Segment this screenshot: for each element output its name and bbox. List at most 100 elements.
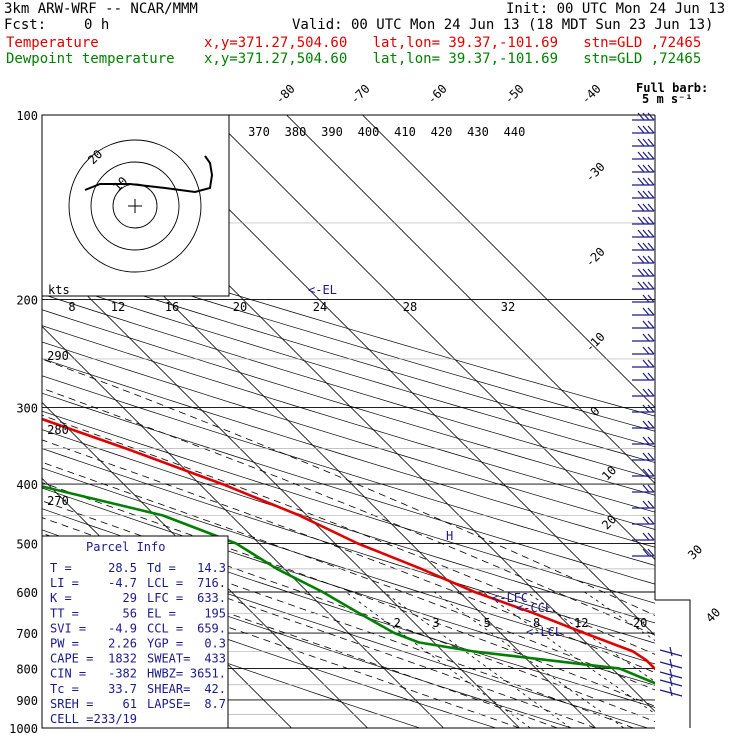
legend-temperature-info: x,y=371.27,504.60 lat,lon= 39.37,-101.69… [204,35,702,51]
parcel-value: -4.9 [108,621,137,635]
valid-time: Valid: 00 UTC Mon 24 Jun 13 (18 MDT Sun … [292,17,714,33]
parcel-info-box: Parcel Info T = 28.5 Td = 14.3 LI = -4.7 LCL = 7… [41,535,229,729]
parcel-key: LFC = [147,591,183,605]
wind-barb-flag [642,151,650,160]
mixing-ratio-line [345,591,531,728]
parcel-value: 61 [123,697,137,711]
parcel-value: 8.7 [204,697,226,711]
parcel-key: CIN = [50,667,86,681]
parcel-value: 233/19 [94,712,137,726]
theta-left-label: 280 [47,423,69,437]
parcel-value: 1832 [108,652,137,666]
wind-barb-flag [647,138,655,147]
hodograph-ring [68,139,202,273]
moist-adiabat-line [42,500,655,723]
parcel-key: PW = [50,637,79,651]
parcel-info-title: Parcel Info [86,540,165,554]
init-time: Init: 00 UTC Mon 24 Jun 13 [506,1,726,17]
wind-barb-flag [642,468,650,477]
speed-scale-label: 28 [403,300,417,314]
theta-label: 400 [358,125,380,139]
isotherm-line [42,249,520,728]
mixing-ratio-label: 20 [633,616,647,630]
parcel-key: EL = [147,606,176,620]
wind-barb-flag [642,294,650,303]
parcel-key: Tc = [50,682,79,696]
speed-scale-label: 16 [165,300,179,314]
wind-barbs: Full barb:5 m s⁻¹ [632,81,708,728]
speed-scale-label: 24 [313,300,327,314]
wind-barb-flag [637,164,645,173]
wind-barb-flag [642,500,650,509]
speed-scale-label: 12 [111,300,125,314]
wind-barb-flag [647,420,655,429]
pressure-tick-label: 400 [16,478,38,492]
parcel-key: LI = [50,576,79,590]
wind-barb-flag [642,320,650,329]
speed-scale-label: 32 [501,300,515,314]
wind-barb-flag [642,177,650,186]
wind-barb-flag [637,229,645,238]
pressure-tick-label: 1000 [9,722,38,736]
wind-barb-flag [637,151,645,160]
parcel-value: 195 [204,606,226,620]
full-barb-units: 5 m s⁻¹ [642,92,693,106]
wind-barb-flag [642,420,650,429]
wind-barb-flag [642,242,650,251]
parcel-key: SVI = [50,621,86,635]
parcel-value: 33.7 [108,682,137,696]
wind-barb-flag [642,125,650,134]
isotherm-tick-label: -20 [583,245,608,270]
moist-adiabat-line [42,358,655,616]
moist-adiabat-line [42,387,655,636]
wind-barb-flag [642,436,650,445]
wind-barb-flag [647,255,655,264]
wind-barb-flag [647,346,655,355]
parcel-key: YGP = [147,637,183,651]
pressure-tick-label: 800 [16,663,38,677]
pressure-tick-label: 500 [16,537,38,551]
parcel-value: 14.3 [197,561,226,575]
pressure-tick-label: 100 [16,109,38,123]
wind-barb-flag [647,112,655,121]
mixing-ratio-line [383,591,571,728]
lfc-marker: <-LFC [492,591,528,605]
wind-barb-flag [647,281,655,290]
wind-barb-flag [669,686,673,697]
pressure-tick-label: 300 [16,401,38,415]
mixing-ratio-line [584,591,655,641]
wind-barb-flag [637,177,645,186]
parcel-value: 716. [197,576,226,590]
wind-barb-flag [637,268,645,277]
parcel-key: SREH = [50,697,93,711]
wind-barb-flag [647,177,655,186]
wind-barb-flag [637,125,645,134]
wind-barb-flag [642,281,650,290]
parcel-value: 29 [123,591,137,605]
wind-barb-flag [642,532,650,541]
legend-dewpoint-info: x,y=371.27,504.60 lat,lon= 39.37,-101.69… [204,51,702,67]
wind-barb-flag [642,346,650,355]
wind-barb-flag [642,203,650,212]
theta-label: 430 [467,125,489,139]
wind-barb-flag [647,388,655,397]
pressure-tick-label: 700 [16,627,38,641]
isotherm-line [362,115,655,409]
parcel-info-frame [41,535,229,729]
parcel-key: LCL = [147,576,183,590]
wind-barb-flag [637,281,645,290]
wind-barb-flag [647,164,655,173]
wind-barb-flag [637,242,645,251]
wind-barb-flag [647,500,655,509]
moist-adiabat-line [42,414,655,655]
wind-barb-flag [642,404,650,413]
wind-barb-flag [669,658,673,669]
wind-barb-flag [647,190,655,199]
wind-barb-flag [642,516,650,525]
wind-barb-flag [669,676,673,687]
mixing-ratio-label: 12 [574,616,588,630]
wind-barb-flag [647,203,655,212]
wind-barb-flag [642,216,650,225]
isotherm-line [210,115,655,561]
wind-barb-flag [647,242,655,251]
